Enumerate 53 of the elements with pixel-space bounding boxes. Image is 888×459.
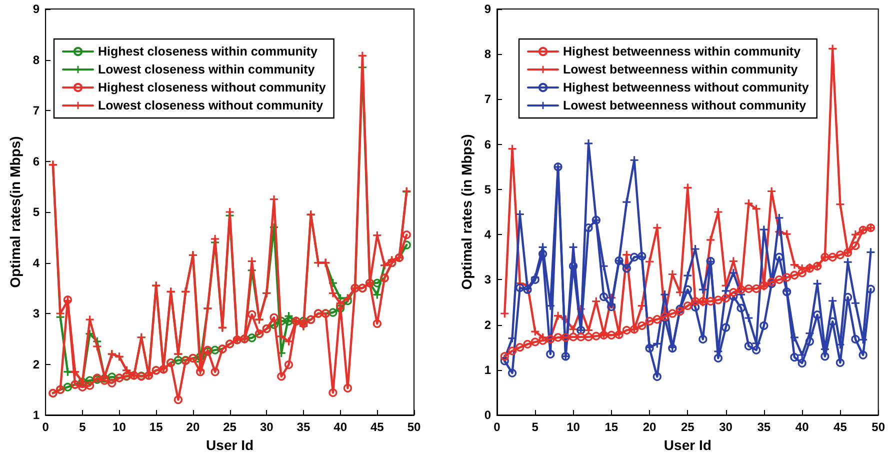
y-tick-label: 4 [32,256,40,270]
x-tick-label: 50 [407,420,421,434]
x-tick-label: 5 [79,420,86,434]
y-axis-title: Optimal rates(in Mbps) [7,136,23,288]
y-tick-label: 7 [32,104,40,118]
y-tick-label: 2 [32,357,40,372]
x-tick-label: 50 [872,420,886,434]
legend-label: Lowest closeness within community [98,62,315,76]
y-tick-label: 9 [32,2,40,16]
x-tick-label: 40 [795,420,810,434]
y-tick-label: 1 [484,362,492,377]
x-tick-label: 20 [642,420,657,434]
y-tick-label: 6 [32,154,40,168]
legend-label: Highest betweenness within community [563,44,801,58]
x-tick-label: 20 [186,420,200,434]
y-tick-label: 5 [32,205,40,219]
x-tick-label: 15 [149,420,164,434]
x-tick-label: 15 [604,420,618,434]
x-tick-label: 30 [260,420,274,434]
x-tick-label: 30 [719,420,733,434]
x-tick-label: 35 [757,420,771,434]
y-tick-label: 9 [484,2,492,16]
y-tick-label: 7 [484,92,492,106]
legend-label: Highest betweenness without community [563,80,809,94]
y-tick-label: 1 [32,408,40,422]
legend-label: Lowest betweenness without community [563,98,806,112]
x-tick-label: 45 [834,420,848,434]
y-tick-label: 8 [32,52,40,67]
x-tick-label: 10 [112,420,126,434]
y-tick-label: 6 [484,137,492,152]
legend-label: Highest closeness within community [98,44,318,58]
y-tick-label: 5 [484,182,492,196]
x-tick-label: 40 [334,420,348,434]
x-tick-label: 35 [296,420,310,434]
x-tick-label: 25 [223,420,237,434]
x-tick-label: 25 [680,420,695,434]
x-tick-label: 45 [370,420,384,434]
y-tick-label: 3 [484,272,492,287]
x-tick-label: 0 [494,420,501,434]
legend-label: Lowest betweenness within community [563,62,798,76]
legend-label: Lowest closeness without community [98,98,324,112]
x-axis-title: User Id [664,436,712,453]
x-axis-title: User Id [206,436,254,453]
x-tick-label: 10 [566,420,580,434]
y-tick-label: 0 [484,408,492,422]
x-tick-label: 5 [532,420,539,434]
x-tick-label: 0 [42,420,50,434]
legend-label: Highest closeness without community [98,80,326,94]
y-tick-label: 2 [484,318,492,332]
y-tick-label: 4 [484,228,492,242]
y-tick-label: 3 [32,306,40,320]
y-axis-title: Optimal rates (in Mbps) [458,134,474,290]
y-tick-label: 8 [484,47,492,62]
